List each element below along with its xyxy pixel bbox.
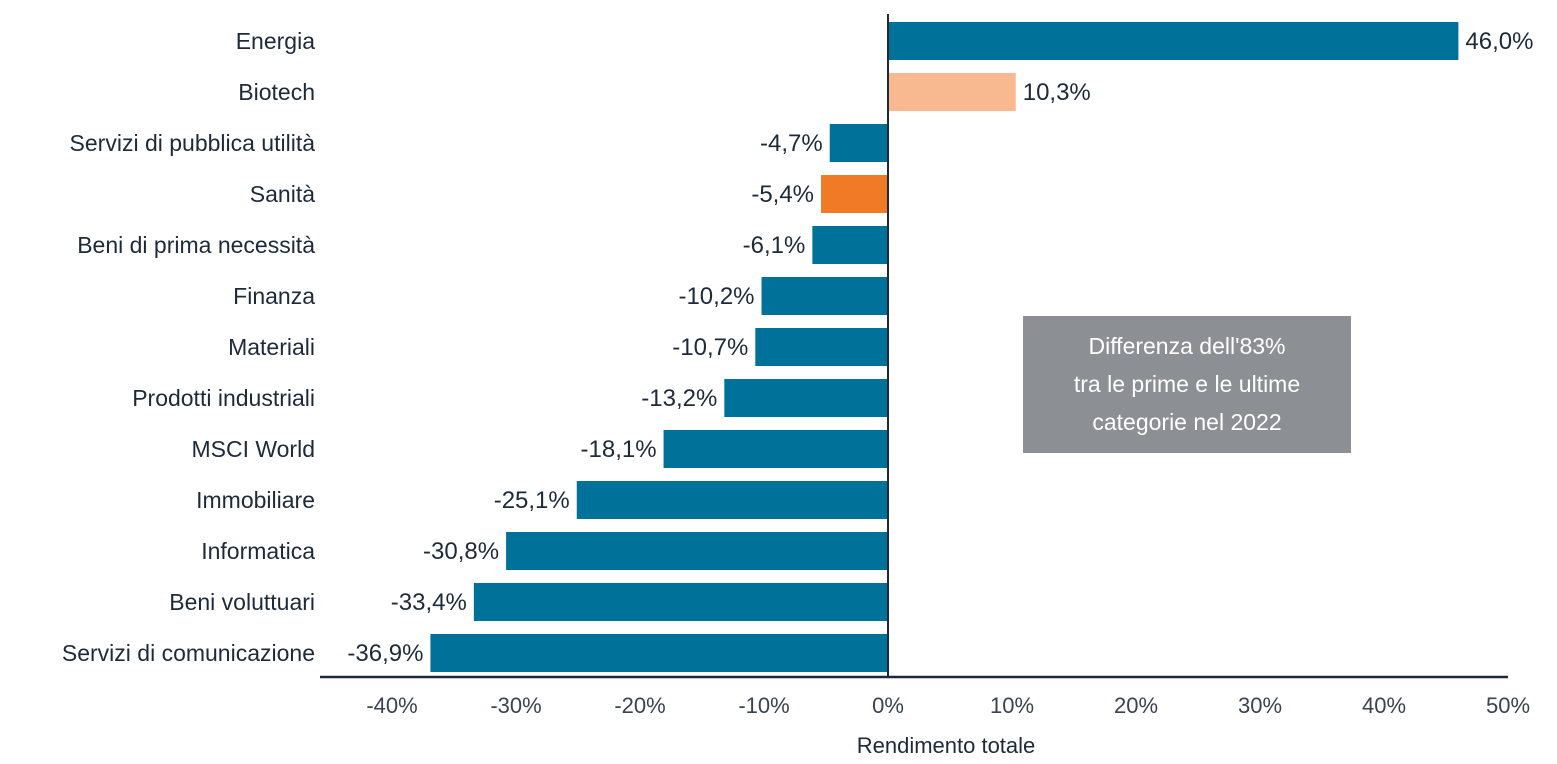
category-label: Prodotti industriali xyxy=(132,385,315,411)
category-label: Energia xyxy=(236,28,315,54)
annotation-box: Differenza dell'83% tra le prime e le ul… xyxy=(1023,316,1351,453)
x-tick-label: -30% xyxy=(490,693,541,718)
category-labels-group: Energia Biotech Servizi di pubblica utilit… xyxy=(62,28,315,666)
bar xyxy=(663,430,888,468)
bar-value-label: -25,1% xyxy=(494,487,570,514)
bar xyxy=(812,226,888,264)
x-tick-label: 30% xyxy=(1238,693,1282,718)
x-tick-label: 0% xyxy=(872,693,904,718)
bar-value-label: 10,3% xyxy=(1023,79,1091,106)
category-label: Immobiliare xyxy=(196,487,315,513)
bar xyxy=(430,634,888,672)
bar-value-label: -4,7% xyxy=(760,130,823,157)
x-tick-label: -40% xyxy=(366,693,417,718)
category-label: Informatica xyxy=(201,538,315,564)
bar-value-label: -36,9% xyxy=(347,640,423,667)
bar xyxy=(829,124,888,162)
bar-value-label: -6,1% xyxy=(743,232,806,259)
bar xyxy=(724,379,888,417)
bars-group xyxy=(430,22,1459,672)
category-label: Beni di prima necessità xyxy=(77,232,315,258)
bar xyxy=(755,328,888,366)
bar xyxy=(888,22,1459,60)
x-axis-title: Rendimento totale xyxy=(857,733,1036,758)
bar xyxy=(821,175,888,213)
bar xyxy=(761,277,888,315)
x-tick-label: 10% xyxy=(990,693,1034,718)
bar xyxy=(473,583,888,621)
category-label: Sanità xyxy=(250,181,315,207)
category-label: Servizi di comunicazione xyxy=(62,640,315,666)
category-label: Beni voluttuari xyxy=(169,589,315,615)
x-tick-label: 50% xyxy=(1486,693,1530,718)
annotation-line: tra le prime e le ultime xyxy=(1074,371,1300,397)
x-tick-label: 20% xyxy=(1114,693,1158,718)
category-label: MSCI World xyxy=(191,436,315,462)
category-label: Finanza xyxy=(233,283,315,309)
x-tick-labels-group: -40% -30% -20% -10% 0% 10% 20% 30% 40% 50% xyxy=(366,693,1530,718)
bar xyxy=(506,532,888,570)
bar-value-label: -10,7% xyxy=(672,334,748,361)
bar-value-label: -13,2% xyxy=(641,385,717,412)
bar-value-label: -18,1% xyxy=(581,436,657,463)
x-tick-label: -10% xyxy=(738,693,789,718)
value-labels-group: 46,0% 10,3% -4,7% -5,4% -6,1% -10,2% -10,7% -13… xyxy=(347,28,1533,667)
bar-value-label: 46,0% xyxy=(1465,28,1533,55)
annotation-line: Differenza dell'83% xyxy=(1088,333,1285,359)
x-tick-label: -20% xyxy=(614,693,665,718)
bar-value-label: -30,8% xyxy=(423,538,499,565)
annotation-line: categorie nel 2022 xyxy=(1092,409,1281,435)
bar xyxy=(576,481,888,519)
annotation-background xyxy=(1023,316,1351,453)
bar-value-label: -10,2% xyxy=(678,283,754,310)
x-tick-label: 40% xyxy=(1362,693,1406,718)
bar xyxy=(888,73,1016,111)
category-label: Biotech xyxy=(238,79,315,105)
category-label: Materiali xyxy=(228,334,315,360)
category-label: Servizi di pubblica utilità xyxy=(70,130,316,156)
bar-value-label: -5,4% xyxy=(751,181,814,208)
bar-value-label: -33,4% xyxy=(391,589,467,616)
